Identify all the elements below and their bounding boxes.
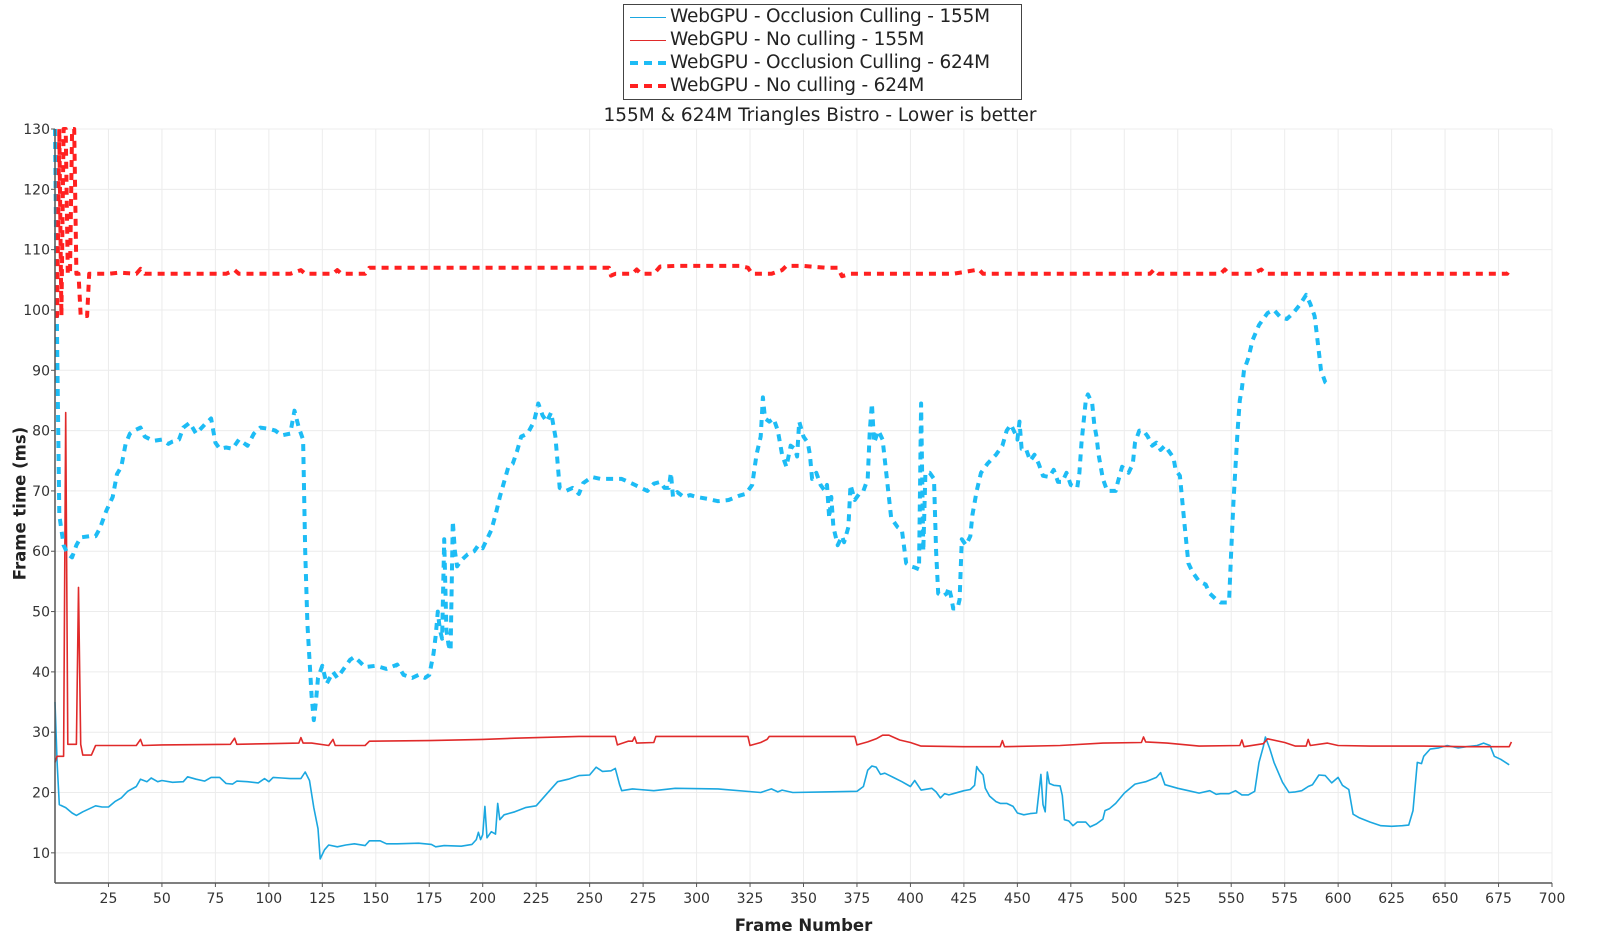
chart-title: 155M & 624M Triangles Bistro - Lower is … [603,105,1037,126]
x-tick-label: 350 [790,891,817,907]
x-tick-label: 650 [1432,891,1459,907]
x-tick-label: 425 [951,891,978,907]
y-tick-label: 80 [32,424,50,440]
x-tick-label: 150 [362,891,389,907]
x-tick-label: 300 [683,891,710,907]
y-tick-label: 10 [32,846,50,862]
legend-label: WebGPU - Occlusion Culling - 624M [670,52,990,73]
legend-swatch-dashed-blue [630,61,666,65]
series-line [55,127,1514,318]
x-axis-label: Frame Number [734,916,873,935]
series-line [54,411,1513,763]
y-tick-label: 60 [32,544,50,560]
x-tick-label: 275 [630,891,657,907]
x-tick-label: 200 [469,891,496,907]
legend-swatch-dashed-red [630,84,666,88]
legend-label: WebGPU - No culling - 624M [670,75,925,96]
x-tick-label: 175 [416,891,443,907]
x-tick-label: 225 [523,891,550,907]
x-tick-label: 125 [309,891,336,907]
series-line [53,128,1331,723]
y-tick-label: 100 [23,303,50,319]
x-tick-label: 550 [1218,891,1245,907]
legend-item-noculling-624m[interactable]: WebGPU - No culling - 624M [624,75,1021,97]
legend-label: WebGPU - Occlusion Culling - 155M [670,6,990,27]
y-tick-label: 30 [32,725,50,741]
x-tick-label: 375 [844,891,871,907]
x-tick-label: 600 [1325,891,1352,907]
x-tick-label: 325 [737,891,764,907]
x-tick-label: 400 [897,891,924,907]
y-tick-label: 40 [32,665,50,681]
y-axis-label: Frame time (ms) [10,426,30,581]
x-tick-label: 700 [1539,891,1566,907]
x-tick-label: 675 [1485,891,1512,907]
x-tick-label: 450 [1004,891,1031,907]
x-tick-label: 500 [1111,891,1138,907]
gridlines [55,128,1553,883]
x-tick-label: 25 [100,891,118,907]
legend-item-noculling-155m[interactable]: WebGPU - No culling - 155M [624,29,1021,51]
y-tick-label: 130 [23,122,50,138]
legend-item-occlusion-624m[interactable]: WebGPU - Occlusion Culling - 624M [624,52,1021,74]
legend-swatch-solid-red [630,40,666,41]
y-tick-label: 90 [32,363,50,379]
x-tick-label: 75 [206,891,224,907]
x-tick-label: 575 [1271,891,1298,907]
x-tick-label: 625 [1378,891,1405,907]
series-lines [53,127,1514,860]
legend-swatch-solid-blue [630,17,666,18]
legend-label: WebGPU - No culling - 155M [670,29,925,50]
y-tick-label: 20 [32,786,50,802]
x-tick-label: 475 [1057,891,1084,907]
x-tick-label: 525 [1164,891,1191,907]
y-tick-label: 120 [23,182,50,198]
y-tick-label: 110 [23,243,50,259]
x-tick-label: 250 [576,891,603,907]
x-tick-label: 50 [153,891,171,907]
series-line [54,701,1510,860]
legend: WebGPU - Occlusion Culling - 155M WebGPU… [623,4,1022,100]
y-tick-label: 70 [32,484,50,500]
legend-item-occlusion-155m[interactable]: WebGPU - Occlusion Culling - 155M [624,6,1021,28]
x-tick-label: 100 [255,891,282,907]
y-tick-label: 50 [32,605,50,621]
axes: 10 20 30 40 50 60 70 80 90 100 110 120 130 25 50 75 100 1… [23,122,1565,907]
